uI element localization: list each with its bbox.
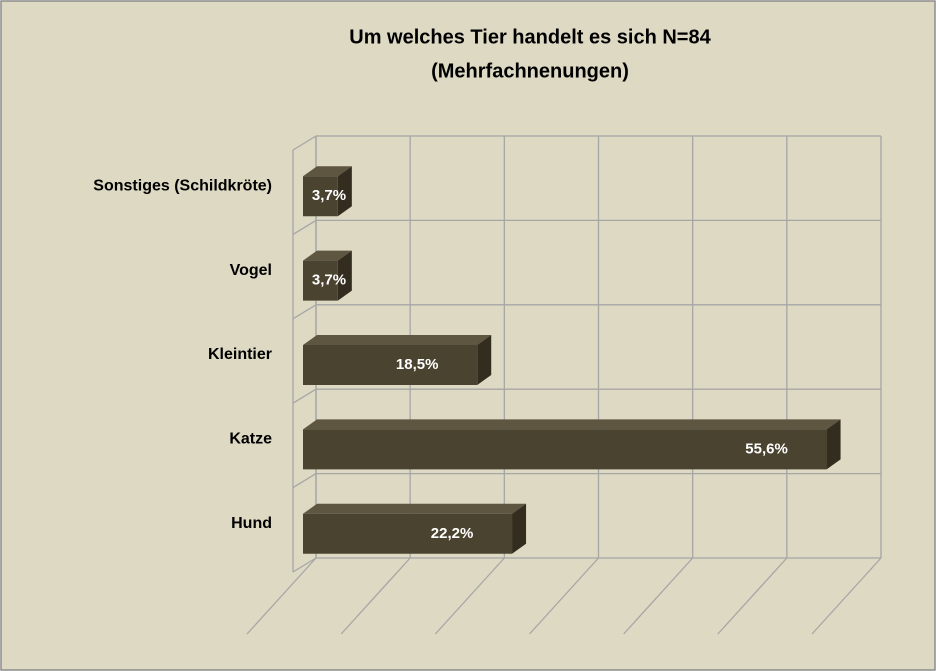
grid-line (340, 557, 411, 635)
data-label: 18,5% (396, 356, 439, 373)
data-label: 3,7% (312, 272, 346, 289)
bar (303, 503, 527, 554)
bar-side (477, 335, 492, 385)
bar (303, 166, 352, 217)
y-tick-label: Hund (231, 515, 272, 532)
y-tick-label: Katze (229, 431, 272, 448)
y-tick-label: Vogel (230, 262, 272, 279)
bar-top (303, 166, 352, 177)
grid-line (717, 557, 788, 635)
grid-line (292, 473, 317, 489)
bar (303, 419, 841, 470)
grid-line (292, 557, 317, 573)
bar-side (512, 503, 527, 554)
bar-front (303, 429, 827, 470)
bar-front (303, 260, 338, 301)
grid-line (434, 557, 505, 635)
bar-top (303, 419, 841, 430)
grid-line (811, 557, 882, 635)
data-label: 3,7% (312, 187, 346, 204)
bar (303, 250, 352, 301)
grid-line (623, 557, 694, 635)
bar-top (303, 503, 527, 514)
chart-title: Um welches Tier handelt es sich N=84 (349, 26, 711, 48)
bar-front (303, 345, 478, 385)
grid-line (292, 135, 317, 151)
grid-line (292, 304, 317, 320)
chart-subtitle: (Mehrfachnenungen) (431, 60, 629, 82)
bar-top (303, 335, 492, 345)
data-label: 55,6% (745, 440, 788, 457)
data-label: 22,2% (431, 525, 474, 542)
grid-line (529, 557, 599, 635)
y-tick-label: Kleintier (208, 346, 272, 363)
bar (303, 335, 492, 385)
bar-side (826, 419, 841, 470)
grid-line (292, 219, 317, 235)
bar-side (337, 250, 352, 301)
bar-front (303, 513, 513, 554)
y-tick-label: Sonstiges (Schildkröte) (93, 177, 272, 194)
bar-top (303, 250, 352, 261)
bar-side (337, 166, 352, 217)
grid-line (292, 388, 317, 404)
grid-line (246, 557, 317, 635)
bar-front (303, 176, 338, 217)
